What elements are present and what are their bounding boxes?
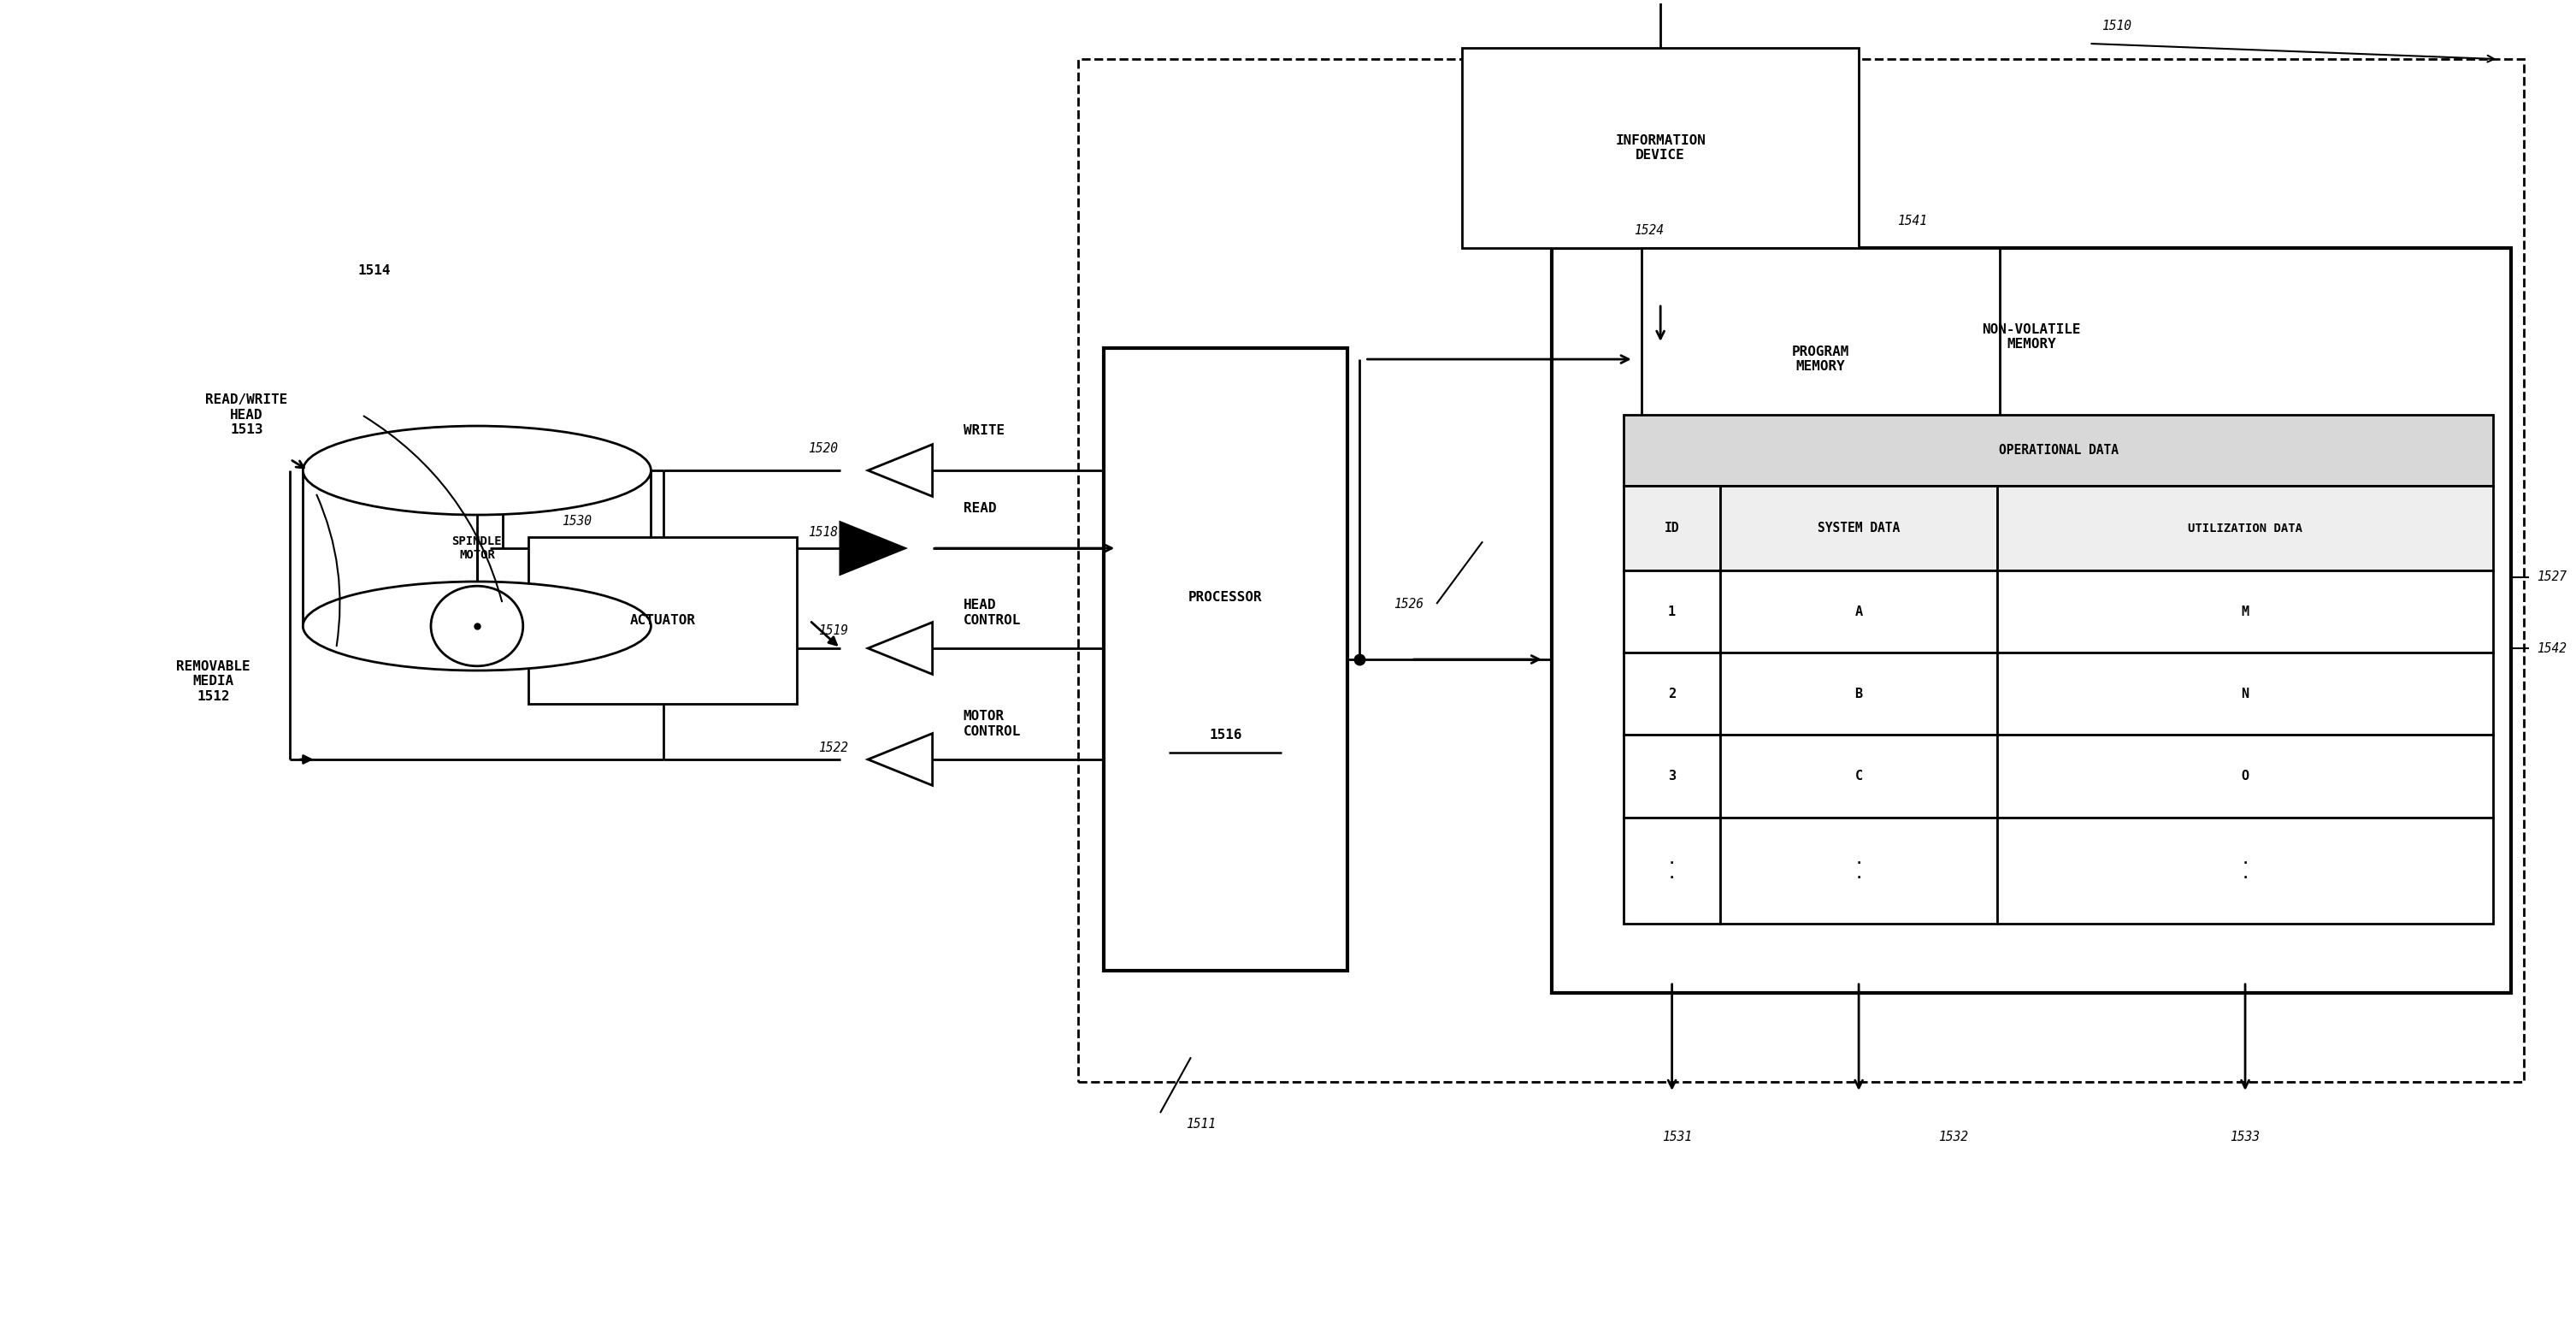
Text: 1532: 1532 bbox=[1940, 1130, 1968, 1144]
Text: 3: 3 bbox=[1669, 770, 1677, 783]
Ellipse shape bbox=[304, 597, 652, 654]
Text: PROCESSOR: PROCESSOR bbox=[1188, 591, 1262, 603]
Text: ID: ID bbox=[1664, 522, 1680, 535]
Bar bbox=[1721, 653, 1996, 735]
Text: 1514: 1514 bbox=[358, 264, 392, 276]
Text: A: A bbox=[1855, 605, 1862, 618]
Text: INFORMATION
DEVICE: INFORMATION DEVICE bbox=[1615, 134, 1705, 162]
Bar bbox=[1623, 735, 1721, 817]
Text: READ: READ bbox=[963, 502, 997, 515]
Text: M: M bbox=[2241, 605, 2249, 618]
Text: 1: 1 bbox=[1669, 605, 1677, 618]
Text: N: N bbox=[2241, 688, 2249, 700]
Text: 1524: 1524 bbox=[1633, 224, 1664, 237]
Text: C: C bbox=[1855, 770, 1862, 783]
Text: 1518: 1518 bbox=[809, 526, 837, 539]
Bar bbox=[1623, 414, 2494, 485]
Bar bbox=[1721, 570, 1996, 653]
Bar bbox=[1463, 48, 1860, 248]
Bar bbox=[1623, 485, 1721, 570]
Bar bbox=[1551, 248, 2512, 992]
Text: O: O bbox=[2241, 770, 2249, 783]
Bar bbox=[1623, 653, 1721, 735]
Text: 1527: 1527 bbox=[2537, 571, 2566, 583]
Bar bbox=[1623, 570, 1721, 653]
Bar bbox=[1996, 570, 2494, 653]
Bar bbox=[528, 538, 796, 704]
Text: B: B bbox=[1855, 688, 1862, 700]
Ellipse shape bbox=[304, 582, 652, 670]
Text: REMOVABLE
MEDIA
1512: REMOVABLE MEDIA 1512 bbox=[175, 660, 250, 703]
Bar bbox=[1721, 735, 1996, 817]
Text: WRITE: WRITE bbox=[963, 424, 1005, 437]
Polygon shape bbox=[868, 444, 933, 496]
Text: NON-VOLATILE
MEMORY: NON-VOLATILE MEMORY bbox=[1981, 323, 2081, 351]
Text: ·
·: · · bbox=[2241, 857, 2249, 885]
Bar bbox=[1641, 248, 1999, 471]
Bar bbox=[1996, 485, 2494, 570]
Text: MOTOR
CONTROL: MOTOR CONTROL bbox=[963, 709, 1020, 738]
Text: 1520: 1520 bbox=[809, 441, 837, 455]
Polygon shape bbox=[868, 622, 933, 675]
Text: READ/WRITE
HEAD
1513: READ/WRITE HEAD 1513 bbox=[206, 393, 289, 436]
Text: ·
·: · · bbox=[1855, 857, 1862, 885]
Polygon shape bbox=[868, 734, 933, 786]
Bar bbox=[1105, 349, 1347, 971]
Text: 1516: 1516 bbox=[1208, 728, 1242, 742]
Bar bbox=[1079, 59, 2524, 1082]
Ellipse shape bbox=[304, 426, 652, 515]
Text: 1530: 1530 bbox=[562, 515, 592, 528]
Circle shape bbox=[430, 586, 523, 666]
Text: 1541: 1541 bbox=[1896, 215, 1927, 228]
Text: 2: 2 bbox=[1669, 688, 1677, 700]
Text: SPINDLE
MOTOR: SPINDLE MOTOR bbox=[451, 535, 502, 561]
Polygon shape bbox=[840, 522, 904, 574]
Bar bbox=[1996, 817, 2494, 924]
Text: 1531: 1531 bbox=[1662, 1130, 1692, 1144]
Text: 1533: 1533 bbox=[2231, 1130, 2259, 1144]
Text: 1522: 1522 bbox=[819, 742, 848, 755]
Bar bbox=[1996, 653, 2494, 735]
Text: 1542: 1542 bbox=[2537, 642, 2566, 654]
Text: SYSTEM DATA: SYSTEM DATA bbox=[1819, 522, 1901, 535]
Text: UTILIZATION DATA: UTILIZATION DATA bbox=[2187, 522, 2303, 534]
Text: 1511: 1511 bbox=[1185, 1117, 1216, 1130]
Text: ACTUATOR: ACTUATOR bbox=[629, 614, 696, 626]
Text: 1519: 1519 bbox=[819, 624, 848, 637]
Text: ·
·: · · bbox=[1669, 857, 1677, 885]
Text: 1510: 1510 bbox=[2102, 19, 2133, 32]
Text: OPERATIONAL DATA: OPERATIONAL DATA bbox=[1999, 444, 2117, 457]
Bar bbox=[1721, 817, 1996, 924]
Bar bbox=[1623, 817, 1721, 924]
Text: 1526: 1526 bbox=[1394, 597, 1425, 610]
Text: HEAD
CONTROL: HEAD CONTROL bbox=[963, 599, 1020, 626]
Text: PROGRAM
MEMORY: PROGRAM MEMORY bbox=[1790, 346, 1850, 373]
Bar bbox=[1996, 735, 2494, 817]
Bar bbox=[1721, 485, 1996, 570]
